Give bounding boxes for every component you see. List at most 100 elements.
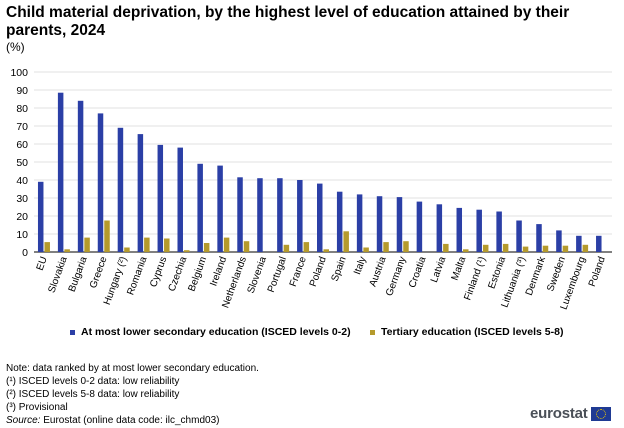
bar-lower-secondary bbox=[516, 220, 522, 252]
bar-lower-secondary bbox=[456, 207, 463, 252]
bar-tertiary bbox=[443, 243, 449, 252]
bar-lower-secondary bbox=[416, 201, 423, 252]
legend-label-series-2: Tertiary education (ISCED levels 5-8) bbox=[381, 326, 564, 338]
bar-tertiary bbox=[463, 249, 469, 252]
note-footnote-1: (¹) ISCED levels 0-2 data: low reliabili… bbox=[6, 376, 180, 387]
bar-tertiary bbox=[522, 246, 529, 252]
bar-tertiary bbox=[44, 242, 50, 252]
x-tick-label: Latvia bbox=[429, 255, 449, 284]
bar-tertiary bbox=[303, 242, 310, 252]
x-tick-label: Belgium bbox=[187, 255, 210, 293]
bar-lower-secondary bbox=[556, 230, 562, 252]
x-tick-label: Portugal bbox=[266, 255, 289, 294]
x-tick-label: Croatia bbox=[407, 255, 429, 289]
y-tick-label: 60 bbox=[16, 139, 28, 151]
bar-tertiary bbox=[562, 245, 569, 252]
bar-tertiary bbox=[243, 241, 250, 252]
bar-lower-secondary bbox=[396, 197, 403, 252]
bar-tertiary bbox=[203, 243, 210, 252]
bar-tertiary bbox=[363, 247, 369, 252]
bar-lower-secondary bbox=[97, 113, 104, 253]
bar-tertiary bbox=[84, 237, 90, 252]
bar-chart: 0102030405060708090100EUSlovakiaBulgaria… bbox=[10, 67, 612, 311]
x-tick-label: Spain bbox=[330, 255, 349, 283]
bar-lower-secondary bbox=[57, 92, 64, 252]
bar-tertiary bbox=[482, 244, 489, 252]
bar-tertiary bbox=[502, 243, 509, 252]
bar-lower-secondary bbox=[197, 163, 203, 252]
bar-tertiary bbox=[164, 238, 170, 252]
legend-item-series-1: At most lower secondary education (ISCED… bbox=[70, 326, 351, 338]
note-ranking: Note: data ranked by at most lower secon… bbox=[6, 363, 259, 374]
chart-title: Child material deprivation, by the highe… bbox=[6, 4, 570, 39]
x-tick-label: Poland bbox=[587, 255, 608, 288]
y-tick-label: 0 bbox=[22, 247, 28, 259]
y-tick-label: 70 bbox=[16, 121, 28, 133]
y-tick-label: 30 bbox=[16, 193, 28, 205]
bar-lower-secondary bbox=[157, 144, 164, 252]
bar-lower-secondary bbox=[356, 194, 363, 252]
bar-tertiary bbox=[144, 237, 150, 252]
bar-tertiary bbox=[183, 250, 190, 252]
x-tick-label: EU bbox=[35, 255, 50, 272]
bar-lower-secondary bbox=[277, 178, 283, 252]
x-tick-label: Sweden bbox=[545, 255, 568, 293]
y-tick-label: 20 bbox=[16, 211, 28, 223]
bar-tertiary bbox=[383, 242, 389, 252]
y-tick-label: 40 bbox=[16, 175, 28, 187]
bar-lower-secondary bbox=[117, 127, 124, 252]
bar-tertiary bbox=[283, 244, 290, 252]
eu-flag-icon bbox=[590, 406, 611, 421]
note-footnote-2: (²) ISCED levels 5-8 data: low reliabili… bbox=[6, 389, 180, 400]
bar-lower-secondary bbox=[317, 183, 323, 252]
bar-lower-secondary bbox=[376, 196, 383, 252]
x-tick-label: Austria bbox=[368, 255, 389, 288]
bar-lower-secondary bbox=[177, 147, 183, 252]
x-tick-label: Ireland bbox=[208, 255, 229, 287]
x-tick-label: Cyprus bbox=[148, 255, 169, 289]
eurostat-logo: eurostat bbox=[530, 405, 611, 422]
bar-lower-secondary bbox=[536, 224, 542, 252]
x-tick-label: Estonia bbox=[486, 255, 508, 291]
bar-lower-secondary bbox=[476, 209, 482, 252]
bar-tertiary bbox=[403, 241, 409, 252]
y-tick-label: 50 bbox=[16, 157, 28, 169]
x-tick-label: Poland bbox=[308, 255, 329, 288]
x-tick-label: Germany bbox=[384, 255, 408, 297]
x-tick-label: Italy bbox=[352, 255, 369, 276]
bar-lower-secondary bbox=[496, 211, 502, 252]
legend-label-series-1: At most lower secondary education (ISCED… bbox=[81, 326, 351, 338]
y-tick-label: 90 bbox=[16, 85, 28, 97]
x-tick-label: Bulgaria bbox=[67, 255, 90, 294]
x-tick-label: Czechia bbox=[167, 255, 190, 293]
y-axis-unit: (%) bbox=[6, 40, 25, 54]
bar-lower-secondary bbox=[217, 165, 223, 252]
legend-swatch-series-1 bbox=[70, 329, 75, 335]
x-tick-label: Romania bbox=[125, 255, 149, 297]
x-tick-label: France bbox=[288, 255, 309, 288]
bar-tertiary bbox=[104, 220, 110, 252]
y-tick-label: 100 bbox=[10, 67, 28, 79]
bar-lower-secondary bbox=[576, 235, 582, 252]
bar-tertiary bbox=[343, 231, 349, 252]
legend-swatch-series-2 bbox=[370, 329, 375, 335]
bar-tertiary bbox=[64, 249, 70, 252]
x-tick-label: Malta bbox=[450, 255, 469, 282]
y-tick-label: 10 bbox=[16, 229, 28, 241]
x-tick-label: Denmark bbox=[524, 254, 549, 297]
bar-lower-secondary bbox=[37, 181, 44, 252]
bar-tertiary bbox=[223, 237, 230, 252]
bar-lower-secondary bbox=[596, 235, 602, 252]
notes-block: Note: data ranked by at most lower secon… bbox=[6, 362, 259, 427]
legend-item-series-2: Tertiary education (ISCED levels 5-8) bbox=[370, 326, 563, 338]
bar-tertiary bbox=[323, 249, 329, 252]
source-line: Source: Eurostat (online data code: ilc_… bbox=[6, 414, 259, 427]
bar-tertiary bbox=[582, 244, 589, 252]
bar-tertiary bbox=[542, 245, 549, 252]
x-tick-label: Greece bbox=[88, 255, 110, 290]
bar-lower-secondary bbox=[257, 178, 263, 252]
bar-lower-secondary bbox=[137, 134, 144, 252]
bar-tertiary bbox=[124, 247, 130, 252]
bar-lower-secondary bbox=[436, 204, 443, 252]
source-label: Source: bbox=[6, 415, 41, 426]
